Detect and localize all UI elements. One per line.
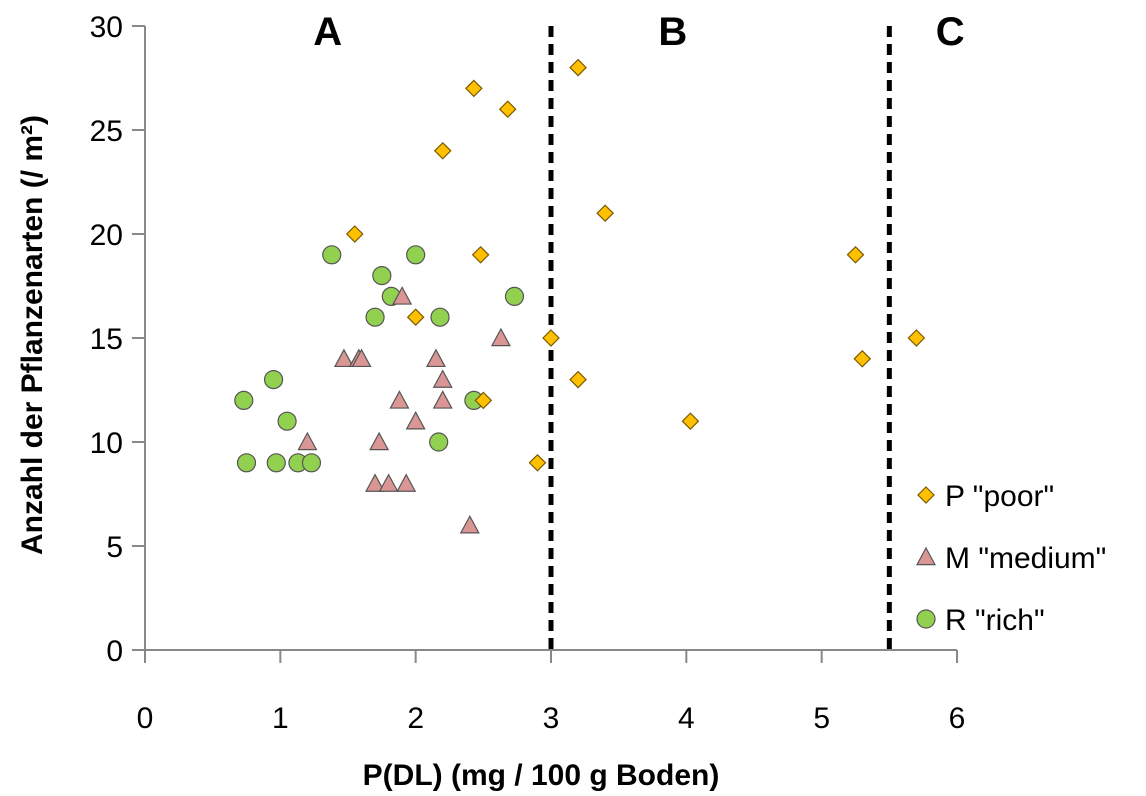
x-tick-label: 5: [813, 702, 830, 735]
data-points: [234, 58, 926, 534]
legend-label: R "rich": [945, 604, 1045, 637]
data-point: [234, 390, 254, 410]
data-point: [345, 225, 364, 243]
data-point: [459, 514, 480, 534]
data-point: [432, 369, 453, 388]
y-tick-label: 20: [90, 219, 123, 252]
data-point: [498, 100, 517, 119]
data-point: [406, 245, 426, 265]
data-point: [433, 141, 452, 160]
x-axis-ticks: 0 1 2 3 4 5 6: [137, 650, 966, 735]
data-point: [432, 390, 453, 409]
data-point: [681, 412, 700, 431]
y-tick-label: 25: [90, 115, 123, 148]
y-axis-ticks: 0 5 10 15 20 25 30: [90, 11, 145, 668]
data-point: [277, 411, 297, 431]
data-point: [425, 348, 446, 368]
legend: P "poor" M "medium" R "rich": [915, 480, 1106, 637]
data-point: [396, 473, 417, 492]
data-point: [490, 327, 511, 347]
data-point: [263, 370, 284, 390]
data-point: [528, 453, 547, 472]
data-point: [429, 432, 449, 452]
legend-label: P "poor": [945, 480, 1054, 513]
x-tick-label: 0: [137, 702, 154, 735]
data-point: [569, 370, 587, 389]
data-point: [266, 453, 286, 473]
data-point: [471, 245, 490, 264]
x-tick-label: 2: [407, 702, 424, 735]
x-tick-label: 3: [543, 702, 560, 735]
legend-item: P "poor": [917, 480, 1054, 513]
region-label-b: B: [658, 10, 687, 54]
reference-lines: [548, 26, 892, 650]
series-diamond: [345, 58, 926, 472]
x-tick-label: 4: [678, 702, 695, 735]
data-point: [569, 58, 587, 77]
y-axis-title: Anzahl der Pflanzenarten (/ m²): [16, 115, 49, 555]
legend-item: M "medium": [915, 542, 1106, 575]
y-tick-label: 30: [90, 11, 123, 44]
legend-marker: [917, 486, 935, 504]
data-point: [596, 204, 614, 223]
legend-item: R "rich": [916, 604, 1045, 637]
data-point: [846, 245, 865, 264]
y-tick-label: 10: [90, 427, 123, 460]
data-point: [365, 473, 386, 492]
data-point: [297, 431, 318, 451]
legend-label: M "medium": [945, 542, 1106, 575]
y-tick-label: 0: [106, 635, 123, 668]
data-point: [465, 79, 483, 98]
data-point: [405, 410, 426, 430]
data-point: [504, 286, 525, 306]
series-triangle: [297, 286, 511, 534]
data-point: [907, 329, 926, 347]
data-point: [853, 349, 872, 368]
data-point: [322, 245, 342, 265]
region-labels: A B C: [313, 10, 964, 54]
legend-marker: [915, 546, 937, 566]
y-tick-label: 15: [90, 323, 123, 356]
x-axis-title: P(DL) (mg / 100 g Boden): [363, 759, 720, 792]
data-point: [351, 348, 372, 368]
region-label-c: C: [936, 10, 965, 54]
series-circle: [234, 245, 525, 473]
legend-marker: [916, 609, 936, 629]
data-point: [474, 391, 493, 410]
data-point: [365, 307, 385, 327]
data-point: [392, 286, 413, 305]
data-point: [369, 431, 390, 451]
y-tick-label: 5: [106, 531, 123, 564]
region-label-a: A: [313, 10, 342, 54]
x-tick-label: 1: [272, 702, 289, 735]
data-point: [236, 453, 257, 473]
axes: 0 5 10 15 20 25 30 0 1 2 3 4 5 6: [90, 11, 966, 735]
data-point: [406, 308, 425, 327]
data-point: [378, 473, 399, 492]
data-point: [389, 390, 410, 409]
data-point: [301, 453, 322, 473]
data-point: [542, 329, 560, 347]
x-tick-label: 6: [949, 702, 966, 735]
data-point: [372, 266, 392, 286]
data-point: [333, 348, 354, 368]
data-point: [430, 307, 450, 327]
